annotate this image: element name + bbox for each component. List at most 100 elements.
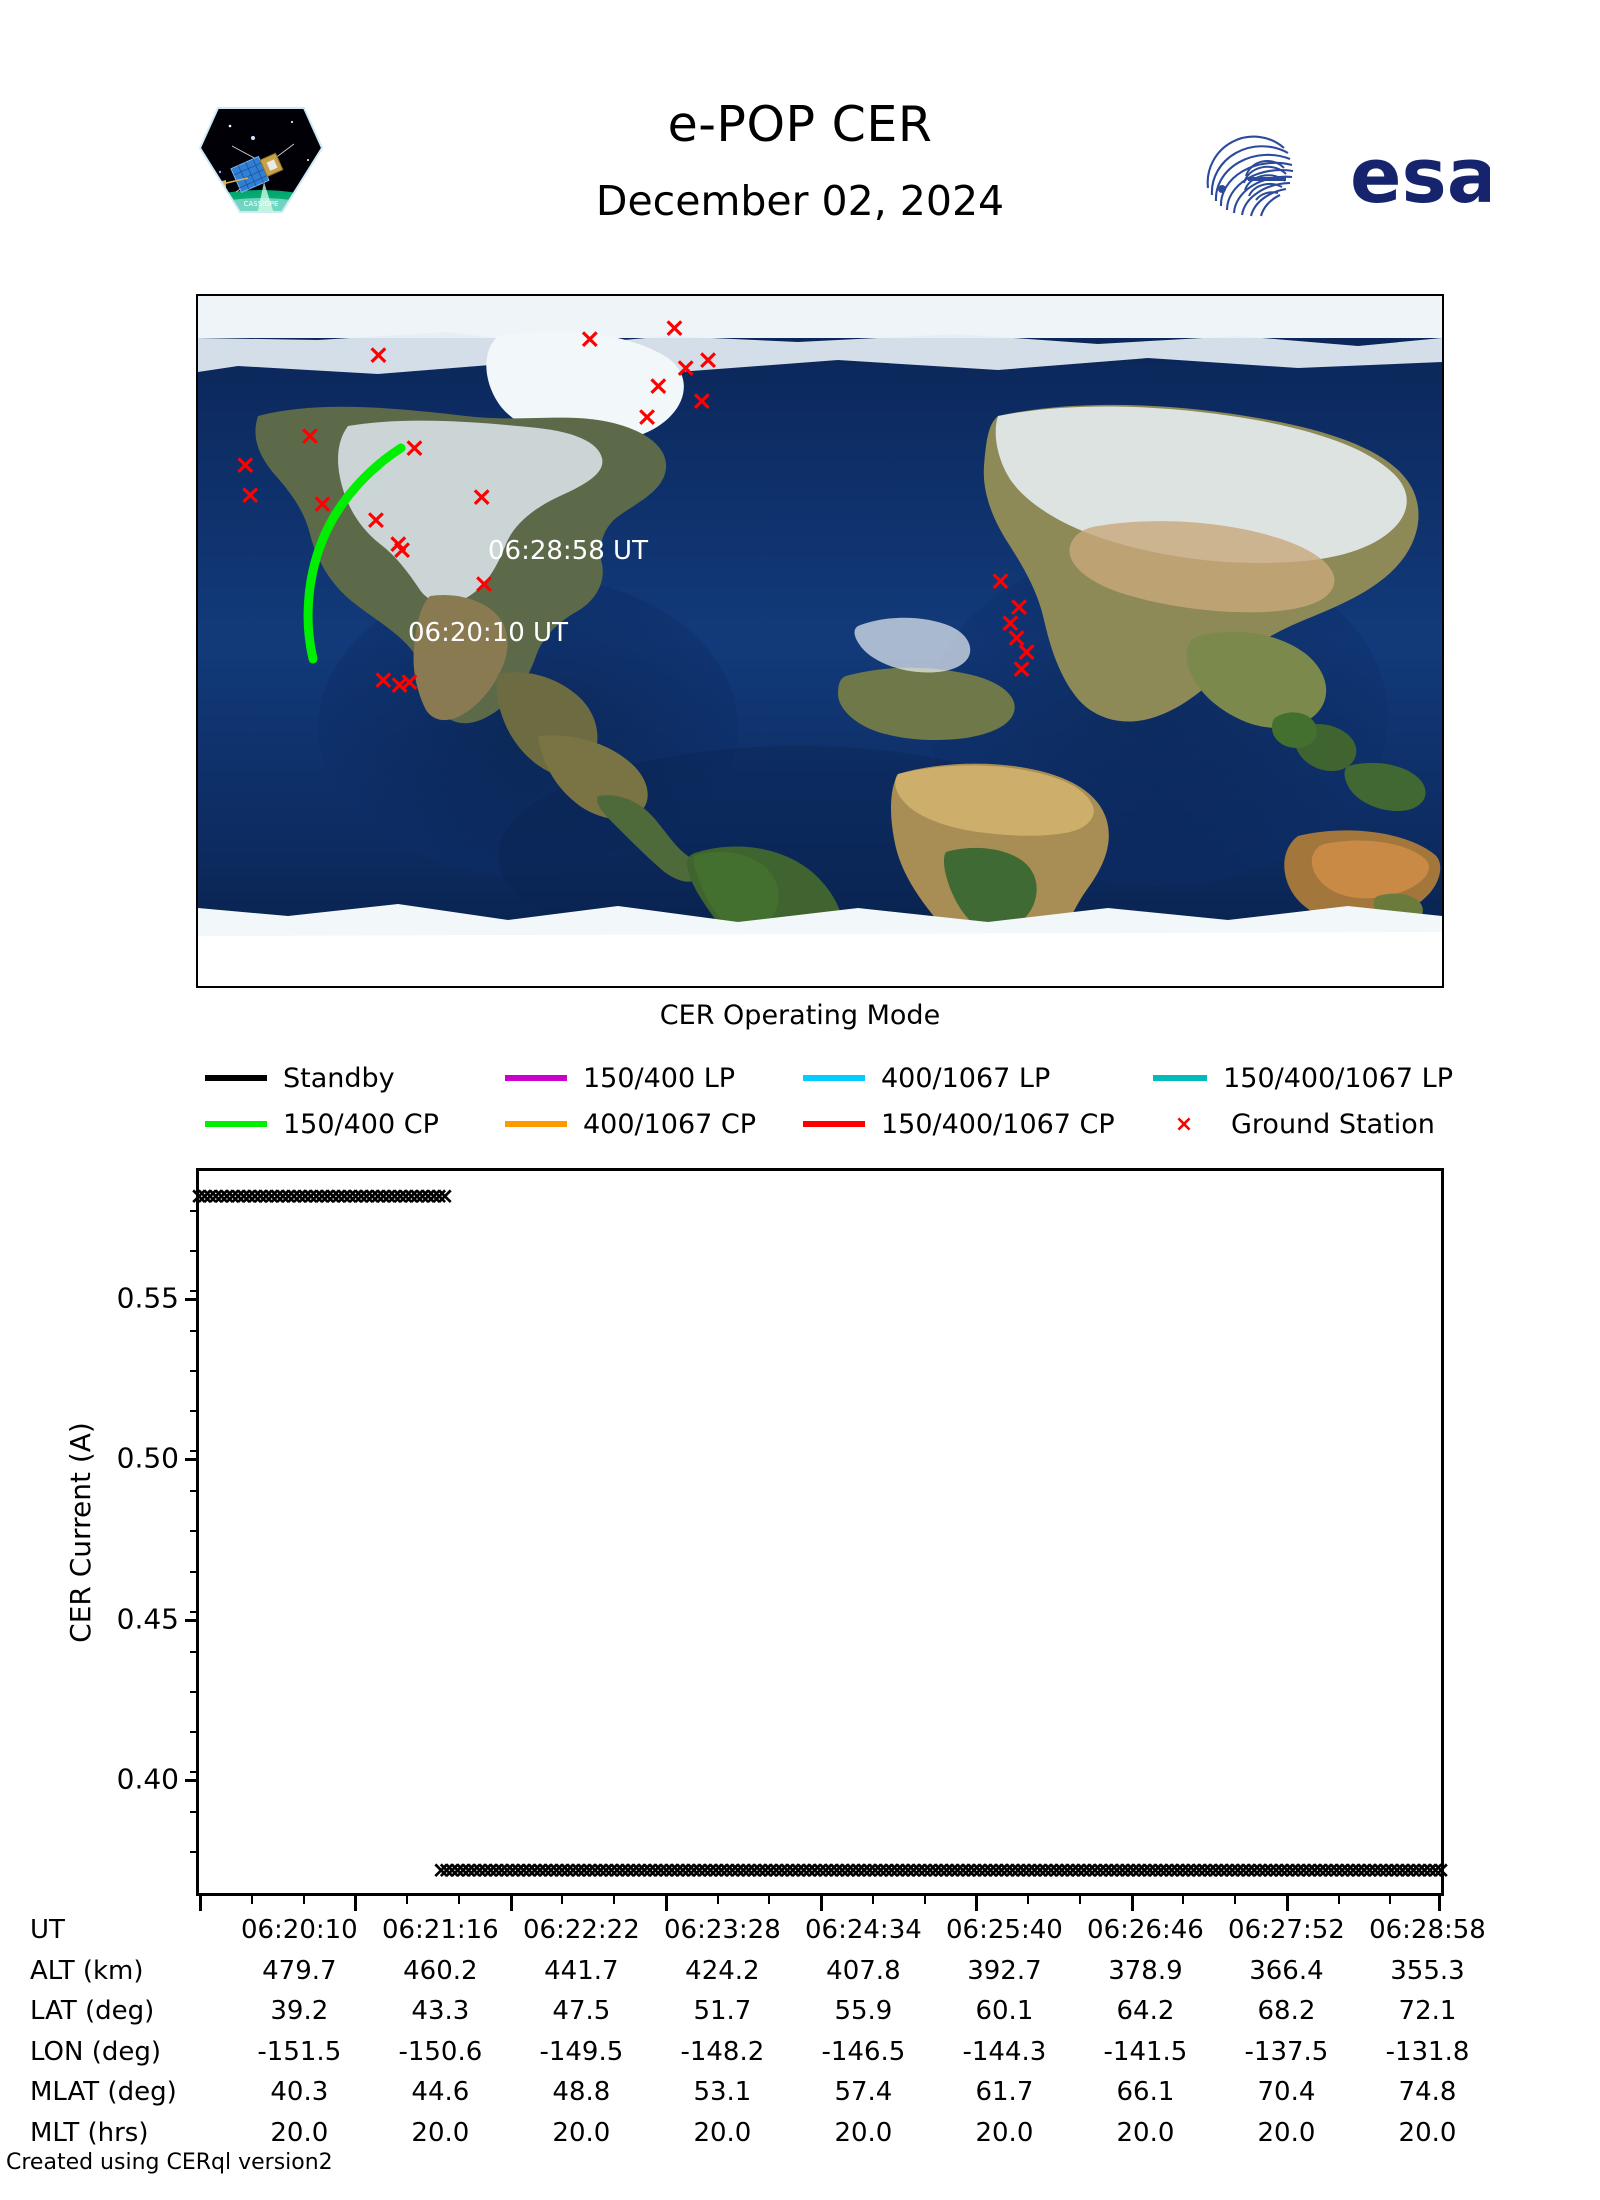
data-point-marker: × <box>1239 1857 1259 1884</box>
data-point-marker: × <box>942 1857 962 1884</box>
data-point-marker: × <box>1200 1857 1220 1884</box>
x-axis-major-tick <box>354 1893 358 1911</box>
y-axis-tick-label: 0.40 <box>116 1762 179 1796</box>
data-point-marker: × <box>508 1857 528 1884</box>
legend-item[interactable]: 150/400 CP <box>205 1109 505 1140</box>
data-point-marker: × <box>673 1857 693 1884</box>
table-cell: -148.2 <box>680 2036 765 2067</box>
data-point-marker: × <box>788 1857 808 1884</box>
legend-item[interactable]: × Ground Station <box>1153 1109 1453 1140</box>
x-axis-major-tick <box>1130 1893 1134 1911</box>
data-point-marker: × <box>1002 1857 1023 1884</box>
data-point-marker: × <box>1354 1857 1374 1884</box>
data-point-marker: × <box>1211 1857 1231 1884</box>
data-point-marker: × <box>1425 1857 1446 1884</box>
y-axis-minor-tick <box>190 1450 199 1453</box>
data-point-marker: × <box>1403 1857 1424 1884</box>
legend-item[interactable]: 400/1067 CP <box>505 1109 803 1140</box>
table-cell: 72.1 <box>1398 1996 1457 2026</box>
legend-item[interactable]: 150/400/1067 LP <box>1153 1063 1453 1094</box>
data-point-marker: × <box>541 1857 561 1884</box>
table-cell: -146.5 <box>821 2036 906 2067</box>
x-axis-major-tick <box>664 1893 668 1911</box>
data-point-marker: × <box>766 1857 786 1884</box>
ground-station-marker: × <box>386 528 410 560</box>
table-cell: 407.8 <box>826 1955 901 1986</box>
data-point-marker: × <box>772 1857 792 1884</box>
table-row-label: MLAT (deg) <box>30 2077 177 2107</box>
orbit-end-time-label: 06:28:58 UT <box>488 536 648 566</box>
table-cell: 51.7 <box>693 1996 752 2026</box>
data-point-marker: × <box>1101 1857 1122 1884</box>
data-point-marker: × <box>437 1857 457 1884</box>
x-axis-major-tick <box>975 1893 979 1911</box>
data-point-marker: × <box>278 1183 299 1210</box>
table-row-label: LAT (deg) <box>30 1996 155 2026</box>
data-point-marker: × <box>1189 1857 1209 1884</box>
data-point-marker: × <box>418 1183 438 1210</box>
data-point-marker: × <box>345 1183 366 1210</box>
data-point-marker: × <box>579 1857 600 1884</box>
x-axis-minor-tick <box>561 1893 564 1904</box>
data-point-marker: × <box>1035 1857 1056 1884</box>
legend-item[interactable]: 150/400 LP <box>505 1063 803 1094</box>
data-point-marker: × <box>189 1183 209 1210</box>
table-cell: -141.5 <box>1103 2036 1188 2067</box>
ground-station-marker: × <box>372 664 395 696</box>
data-point-marker: × <box>568 1857 589 1884</box>
data-point-marker: × <box>1310 1857 1330 1884</box>
data-point-marker: × <box>1041 1857 1061 1884</box>
x-axis-major-tick <box>820 1893 823 1911</box>
ground-station-icon: × <box>1174 1111 1194 1137</box>
data-point-marker: × <box>1129 1857 1149 1884</box>
data-point-marker: × <box>1261 1857 1281 1884</box>
data-point-marker: × <box>854 1857 874 1884</box>
table-cell: 366.4 <box>1249 1955 1324 1986</box>
data-point-marker: × <box>898 1857 918 1884</box>
x-axis-minor-tick <box>406 1893 408 1904</box>
ground-station-marker: × <box>470 481 493 513</box>
data-point-marker: × <box>1370 1857 1391 1884</box>
ground-station-marker: × <box>578 323 602 355</box>
data-point-marker: × <box>396 1183 416 1210</box>
data-point-marker: × <box>871 1857 891 1884</box>
data-point-marker: × <box>1222 1857 1242 1884</box>
x-axis-minor-tick <box>1027 1893 1029 1904</box>
data-point-marker: × <box>1299 1857 1319 1884</box>
data-point-marker: × <box>607 1857 627 1884</box>
ground-station-marker: × <box>364 504 388 536</box>
legend-label: 150/400/1067 LP <box>1223 1062 1453 1094</box>
x-axis-minor-tick <box>1078 1893 1081 1904</box>
legend-item[interactable]: 150/400/1067 CP <box>803 1109 1153 1140</box>
legend-item[interactable]: 400/1067 LP <box>803 1063 1153 1094</box>
legend-color-swatch <box>205 1075 267 1081</box>
data-point-marker: × <box>513 1857 534 1884</box>
data-point-marker: × <box>267 1183 287 1210</box>
data-point-marker: × <box>362 1183 382 1210</box>
data-point-marker: × <box>1096 1857 1116 1884</box>
table-cell: 392.7 <box>967 1955 1042 1986</box>
data-point-marker: × <box>865 1857 885 1884</box>
table-row: LAT (deg) 39.2 43.3 47.5 51.7 55.9 60.1 64.2 68.… <box>28 1991 1498 2032</box>
ground-station-marker: × <box>646 370 670 402</box>
data-point-marker: × <box>351 1183 371 1210</box>
data-point-marker: × <box>1090 1857 1111 1884</box>
data-point-marker: × <box>273 1183 293 1210</box>
legend-title: CER Operating Mode <box>659 1000 941 1031</box>
data-point-marker: × <box>1019 1857 1039 1884</box>
legend-item[interactable]: Standby <box>205 1063 505 1094</box>
data-point-marker: × <box>535 1857 556 1884</box>
ground-station-marker: × <box>696 344 720 376</box>
data-point-marker: × <box>678 1857 699 1884</box>
data-point-marker: × <box>969 1857 990 1884</box>
data-point-marker: × <box>1123 1857 1143 1884</box>
y-axis-tick-label: 0.45 <box>116 1602 179 1636</box>
data-point-marker: × <box>491 1857 512 1884</box>
legend-color-swatch <box>505 1121 567 1127</box>
data-point-marker: × <box>1178 1857 1198 1884</box>
x-axis-minor-tick <box>923 1893 926 1904</box>
footer-text: Created using CERql version2 <box>6 2150 333 2175</box>
data-point-marker: × <box>799 1857 819 1884</box>
data-point-marker: × <box>470 1857 490 1884</box>
x-axis-minor-tick <box>457 1893 460 1904</box>
